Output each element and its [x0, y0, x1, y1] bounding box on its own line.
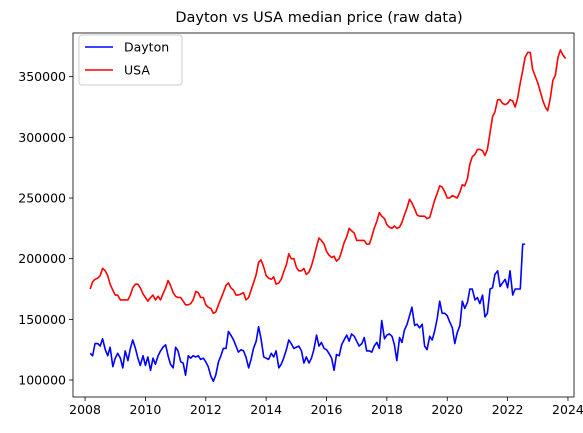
y-tick-label: 350000: [18, 69, 66, 84]
axes: 2008 2010 2012 2014 2016 2018 2020 2022 2024 1000…: [18, 32, 583, 417]
x-tick-label: 2024: [552, 402, 583, 417]
series-line-dayton: [89, 243, 526, 383]
y-tick-label: 150000: [18, 312, 66, 327]
y-tick-label: 250000: [18, 191, 66, 206]
legend-label-usa: USA: [124, 63, 150, 78]
chart-title: Dayton vs USA median price (raw data): [175, 10, 462, 26]
y-tick-label: 300000: [18, 130, 66, 145]
axes-frame: [72, 32, 575, 398]
x-tick-label: 2012: [190, 402, 222, 417]
x-tick-label: 2022: [492, 402, 524, 417]
y-tick-label: 200000: [18, 251, 66, 266]
plot-area: [89, 49, 567, 383]
x-tick-label: 2014: [250, 402, 282, 417]
legend-label-dayton: Dayton: [124, 40, 169, 55]
x-tick-label: 2016: [311, 402, 343, 417]
y-tick-label: 100000: [18, 373, 66, 388]
legend: Dayton USA: [78, 34, 183, 86]
series-line-usa: [89, 49, 567, 315]
x-tick-label: 2010: [130, 402, 162, 417]
x-tick-label: 2020: [431, 402, 463, 417]
x-tick-label: 2018: [371, 402, 403, 417]
x-tick-label: 2008: [69, 402, 101, 417]
